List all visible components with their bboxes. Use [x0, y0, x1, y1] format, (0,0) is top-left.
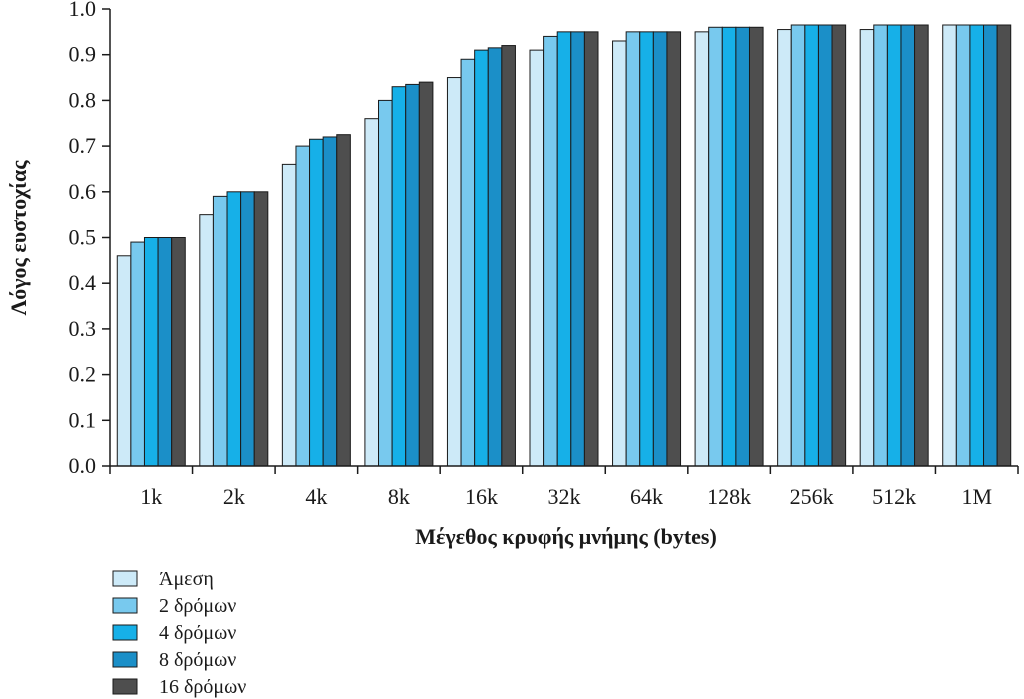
bar-8k-3	[391, 86, 407, 467]
x-tick-label: 64k	[630, 484, 663, 509]
bar-8k-5	[418, 81, 434, 467]
bar-512k-1	[859, 29, 875, 467]
legend-swatch	[112, 624, 138, 641]
legend-label: 2 δρόμων	[159, 595, 236, 617]
bar-128k-4	[735, 26, 750, 467]
bar-256k-5	[831, 24, 847, 467]
bar-16k-1	[446, 77, 462, 467]
bar-4k-3	[309, 138, 324, 467]
bar-256k-2	[790, 24, 806, 467]
y-tick-label: 0.3	[69, 316, 97, 341]
bar-4k-2	[295, 145, 311, 467]
bar-2k-4	[240, 191, 255, 467]
x-tick-label: 512k	[872, 484, 916, 509]
bars-layer	[116, 24, 1012, 467]
x-tick-label: 16k	[465, 484, 498, 509]
bar-1M-4	[983, 24, 998, 467]
bar-8k-1	[364, 118, 380, 467]
bar-128k-2	[708, 26, 723, 467]
x-axis-title: Μέγεθος κρυφής μνήμης (bytes)	[415, 524, 717, 549]
bar-1k-1	[116, 255, 132, 467]
y-tick-label: 0.1	[69, 407, 97, 432]
x-tick-label: 32k	[548, 484, 581, 509]
bar-4k-4	[322, 136, 338, 467]
bar-64k-4	[652, 31, 668, 467]
bar-32k-4	[570, 31, 585, 467]
bar-256k-4	[817, 24, 833, 467]
bar-512k-5	[914, 24, 929, 467]
bar-64k-5	[666, 31, 682, 467]
bar-32k-1	[529, 49, 545, 467]
bar-512k-2	[873, 24, 888, 467]
y-tick-label: 0.0	[69, 453, 97, 478]
legend-swatch	[112, 651, 138, 668]
bar-256k-1	[777, 29, 792, 467]
legend-label: 8 δρόμων	[159, 649, 236, 671]
bar-1M-5	[996, 24, 1012, 467]
y-tick-label: 0.9	[69, 42, 97, 67]
x-tick-label: 128k	[707, 484, 751, 509]
y-tick-label: 0.4	[69, 270, 97, 295]
bar-128k-5	[748, 26, 764, 467]
legend-swatch	[112, 678, 138, 695]
bar-512k-4	[900, 24, 916, 467]
bar-8k-2	[378, 99, 393, 467]
bar-128k-1	[694, 31, 710, 467]
bar-4k-5	[336, 134, 351, 467]
bar-2k-1	[199, 214, 214, 467]
legend: Άμεση 2 δρόμων 4 δρόμων 8 δρόμων 16 δρόμων	[112, 568, 246, 698]
bar-1k-5	[171, 237, 186, 467]
y-tick-label: 0.6	[69, 179, 97, 204]
bar-16k-2	[460, 58, 476, 467]
bar-2k-3	[226, 191, 242, 467]
bar-256k-3	[804, 24, 819, 467]
bar-16k-4	[487, 47, 503, 467]
bar-16k-5	[501, 45, 516, 467]
x-tick-label: 1k	[140, 484, 162, 509]
bar-2k-5	[253, 191, 269, 467]
bar-128k-3	[721, 26, 737, 467]
bar-1M-3	[969, 24, 985, 467]
y-tick-label: 0.2	[69, 362, 97, 387]
bar-1M-2	[955, 24, 971, 467]
bar-32k-2	[543, 35, 558, 467]
bar-16k-3	[474, 49, 489, 467]
bar-1k-2	[130, 241, 145, 467]
legend-label: 16 δρόμων	[159, 676, 246, 698]
bar-4k-1	[281, 163, 297, 467]
bar-32k-3	[556, 31, 572, 467]
legend-swatch	[112, 570, 138, 587]
legend-swatch	[112, 597, 138, 614]
bar-64k-2	[625, 31, 641, 467]
x-tick-label: 1M	[961, 484, 992, 509]
y-tick-label: 0.5	[69, 225, 97, 250]
legend-label: 4 δρόμων	[159, 622, 236, 644]
bar-64k-3	[639, 31, 654, 467]
bar-1k-3	[143, 237, 159, 467]
bar-8k-4	[405, 83, 420, 467]
bar-2k-2	[212, 195, 228, 467]
bar-64k-1	[612, 40, 627, 467]
y-tick-label: 0.7	[69, 133, 97, 158]
axes-layer: 1k 2k 4k 8k 16k 32k 64k 128k 256k 512k 1M 0.0 0.1 0.2…	[69, 0, 1019, 509]
y-tick-label: 1.0	[69, 0, 97, 21]
bar-512k-3	[886, 24, 902, 467]
x-tick-label: 2k	[223, 484, 245, 509]
legend-label: Άμεση	[159, 568, 214, 590]
bar-32k-5	[583, 31, 599, 467]
bar-1M-1	[942, 24, 957, 467]
y-tick-label: 0.8	[69, 87, 97, 112]
x-tick-label: 8k	[388, 484, 410, 509]
bar-1k-4	[157, 237, 173, 467]
x-tick-label: 4k	[305, 484, 327, 509]
x-tick-label: 256k	[790, 484, 834, 509]
y-axis-title: Λόγος ευστοχίας	[6, 160, 31, 316]
